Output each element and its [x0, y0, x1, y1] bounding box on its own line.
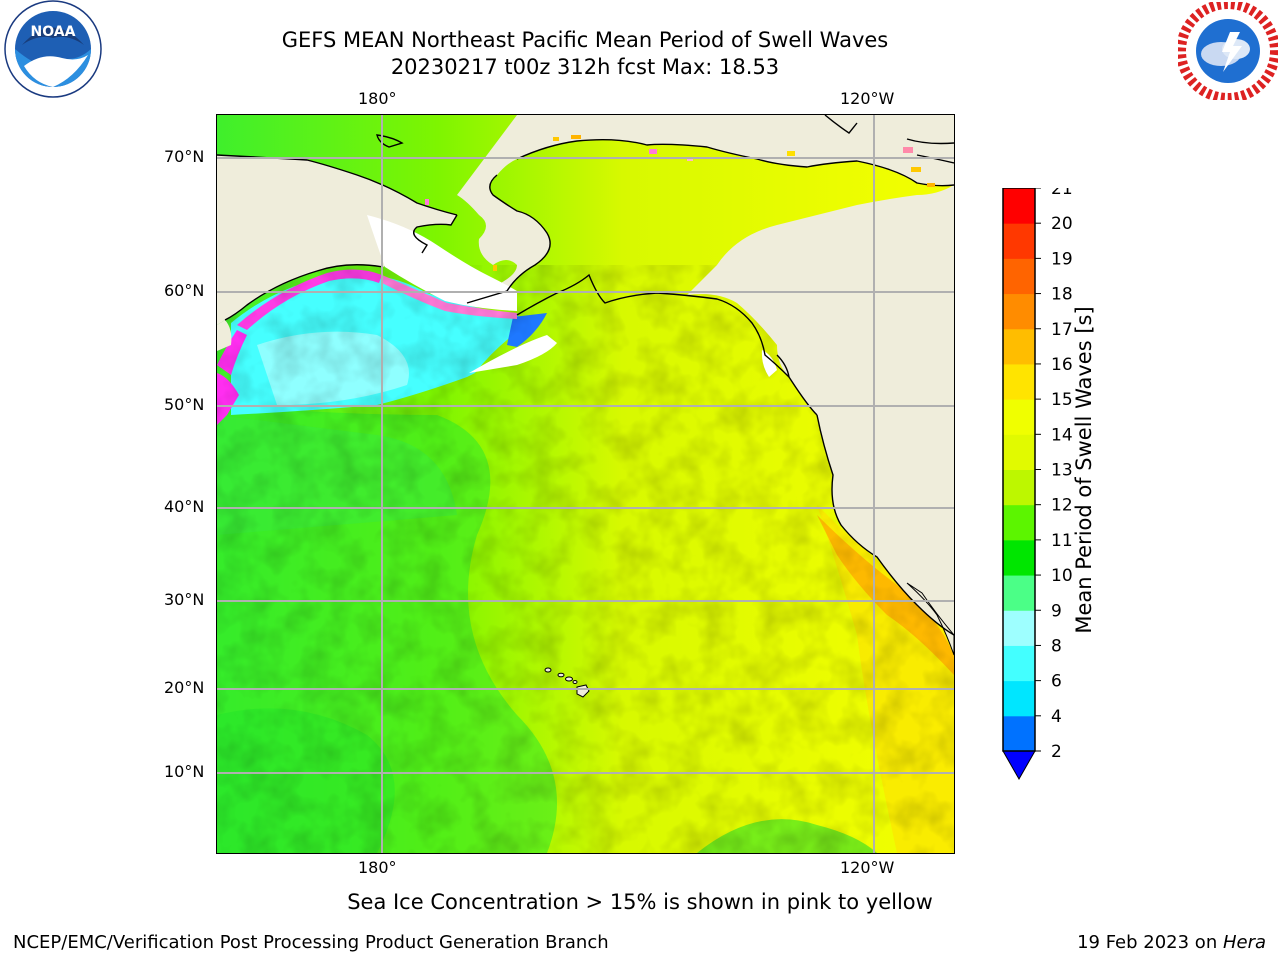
colorbar-segment: [1003, 188, 1035, 224]
colorbar-tick-label: 2: [1051, 742, 1062, 762]
colorbar-extend: [1002, 750, 1036, 781]
lat-label-70n: 70°N: [164, 147, 205, 166]
colorbar-segment: [1003, 715, 1035, 752]
colorbar-segment: [1003, 223, 1035, 259]
noaa-logo: NOAA: [4, 0, 102, 98]
colorbar-segment: [1003, 399, 1035, 435]
colorbar-tick-label: 13: [1051, 461, 1073, 481]
footer-date-text: 19 Feb 2023 on: [1077, 932, 1223, 953]
colorbar-segment: [1003, 645, 1035, 682]
lon-label-bottom-180: 180°: [358, 858, 397, 877]
colorbar-title: Mean Period of Swell Waves [s]: [1072, 306, 1096, 634]
colorbar-tick-label: 10: [1051, 566, 1073, 586]
land-chukotka: [217, 155, 457, 325]
colorbar-tick-label: 16: [1051, 355, 1073, 375]
chart-title: GEFS MEAN Northeast Pacific Mean Period …: [281, 28, 889, 52]
lat-label-30n: 30°N: [164, 590, 205, 609]
colorbar-segment: [1003, 363, 1035, 400]
colorbar-segment: [1003, 575, 1035, 611]
footer-host: Hera: [1222, 932, 1266, 953]
colorbar-tick-label: 17: [1051, 320, 1073, 340]
colorbar-tick-label: 18: [1051, 285, 1073, 305]
chart-subtitle: 20230217 t00z 312h fcst Max: 18.53: [390, 55, 780, 79]
map-plot: [217, 115, 954, 853]
land-north-america: [687, 115, 954, 635]
lat-label-20n: 20°N: [164, 678, 205, 697]
colorbar-tick-label: 20: [1051, 214, 1073, 234]
colorbar-tick-label: 15: [1051, 390, 1073, 410]
colorbar-segment: [1003, 434, 1035, 470]
footer-credit: NCEP/EMC/Verification Post Processing Pr…: [13, 932, 609, 953]
colorbar-segment: [1003, 680, 1035, 717]
lon-label-top-120w: 120°W: [840, 89, 895, 108]
footer-date: 19 Feb 2023 on Hera: [1077, 932, 1266, 953]
lat-label-10n: 10°N: [164, 762, 205, 781]
colorbar: 2 4 6 8 9 10 11 12 13 14 15 16 17 18 19 20 21: [1002, 188, 1073, 781]
colorbar-tick-label: 11: [1051, 531, 1073, 551]
noaa-logo-text: NOAA: [31, 24, 76, 40]
colorbar-tick-label: 4: [1051, 707, 1062, 727]
lat-label-40n: 40°N: [164, 497, 205, 516]
lon-label-top-180: 180°: [358, 89, 397, 108]
colorbar-segment: [1003, 293, 1035, 330]
lat-label-50n: 50°N: [164, 395, 205, 414]
nws-logo: [1178, 2, 1278, 100]
colorbar-tick-label: 19: [1051, 249, 1073, 269]
colorbar-tick-label: 14: [1051, 425, 1073, 445]
colorbar-tick-label: 9: [1051, 601, 1062, 621]
colorbar-segment: [1003, 258, 1035, 295]
colorbar-tick-label: 8: [1051, 636, 1062, 656]
coastlines: [217, 115, 954, 636]
graticule: [217, 115, 954, 853]
colorbar-tick-label: 12: [1051, 496, 1073, 516]
colorbar-tick-label: 21: [1051, 188, 1073, 199]
sea-ice-note-wrap: Sea Ice Concentration > 15% is shown in …: [0, 890, 1280, 914]
map-svg: [217, 115, 954, 853]
lon-label-bottom-120w: 120°W: [840, 858, 895, 877]
land-alaska: [457, 115, 954, 301]
colorbar-segment: [1003, 504, 1035, 541]
colorbar-segment: [1003, 539, 1035, 576]
lat-label-60n: 60°N: [164, 281, 205, 300]
colorbar-segment: [1003, 610, 1035, 646]
colorbar-tick-label: 6: [1051, 672, 1062, 692]
sea-ice-note: Sea Ice Concentration > 15% is shown in …: [347, 890, 933, 914]
colorbar-segment: [1003, 469, 1035, 506]
colorbar-segment: [1003, 328, 1035, 365]
